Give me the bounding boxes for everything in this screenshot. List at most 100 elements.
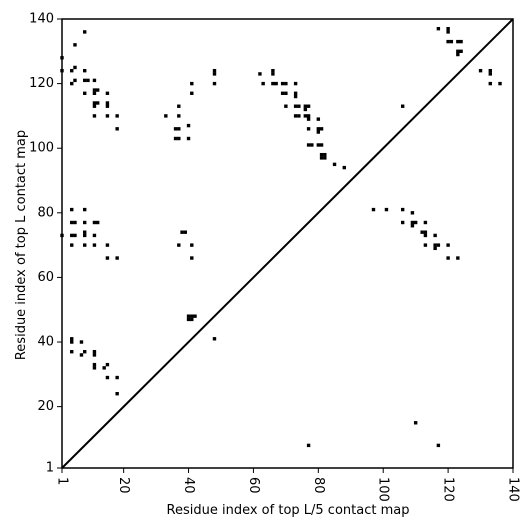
contact-point xyxy=(92,353,97,357)
contact-point xyxy=(86,78,90,83)
contact-point xyxy=(293,81,298,86)
contact-point xyxy=(83,91,87,95)
contact-point xyxy=(459,49,463,54)
contact-point xyxy=(83,230,87,234)
y-tick-label: 1 xyxy=(46,461,54,476)
contact-point xyxy=(316,130,321,134)
contact-point xyxy=(271,81,275,86)
contact-point xyxy=(173,136,178,141)
contact-point xyxy=(70,243,74,247)
contact-point xyxy=(423,233,428,238)
contact-point xyxy=(177,136,181,141)
contact-point xyxy=(105,362,110,367)
contact-point xyxy=(316,143,321,147)
contact-point xyxy=(449,39,454,44)
contact-point xyxy=(83,78,87,83)
contact-point xyxy=(413,421,418,425)
contact-point xyxy=(212,72,217,76)
contact-point xyxy=(73,220,77,225)
contact-point xyxy=(319,127,324,131)
contact-point xyxy=(212,68,217,73)
contact-point xyxy=(83,207,87,212)
contact-point xyxy=(459,39,463,44)
contact-point xyxy=(190,91,194,95)
contact-point xyxy=(433,233,437,238)
contact-point xyxy=(70,207,74,212)
contact-point xyxy=(446,39,450,44)
contact-point xyxy=(488,68,492,73)
x-axis-ticks: 1 20 40 60 80 100 120 140 xyxy=(55,468,521,502)
contact-point xyxy=(488,72,492,76)
contact-point xyxy=(79,340,84,344)
contact-point xyxy=(92,220,97,225)
y-tick-label: 20 xyxy=(37,399,54,414)
contact-point xyxy=(164,114,168,118)
y-tick-label: 80 xyxy=(37,205,54,220)
contact-point xyxy=(92,78,97,83)
contact-point xyxy=(115,375,119,380)
contact-point xyxy=(456,256,460,260)
contact-point xyxy=(177,104,181,108)
contact-point xyxy=(73,233,77,238)
contact-point xyxy=(400,220,405,225)
contact-point xyxy=(319,152,324,157)
contact-point xyxy=(70,81,74,86)
contact-point xyxy=(284,91,288,95)
contact-point xyxy=(70,233,74,238)
contact-point xyxy=(83,220,87,225)
contact-point xyxy=(284,104,288,108)
x-tick-label: 80 xyxy=(311,477,326,494)
contact-point xyxy=(306,104,311,108)
contact-point xyxy=(303,114,308,118)
contact-point xyxy=(261,81,265,86)
contact-point xyxy=(410,211,415,215)
contact-point xyxy=(180,230,184,234)
contact-point xyxy=(115,256,119,260)
contact-point xyxy=(83,243,87,247)
contact-point xyxy=(95,220,100,225)
contact-point xyxy=(102,366,106,370)
contact-point xyxy=(423,230,428,234)
contact-point xyxy=(436,243,441,247)
contact-point xyxy=(488,81,492,86)
contact-point xyxy=(433,246,437,251)
contact-point xyxy=(70,220,74,225)
contact-point xyxy=(319,156,324,160)
contact-point xyxy=(83,350,87,354)
contact-point xyxy=(183,230,187,234)
contact-point xyxy=(423,243,428,247)
contact-point xyxy=(400,207,405,212)
contact-point xyxy=(70,350,74,354)
contact-point xyxy=(303,107,308,112)
contact-point xyxy=(258,72,262,76)
contact-point xyxy=(456,39,460,44)
contact-point xyxy=(193,314,197,318)
x-tick-label: 60 xyxy=(246,477,261,494)
contact-point xyxy=(92,362,97,367)
contact-point xyxy=(280,81,285,86)
contact-point xyxy=(177,127,181,131)
contact-point xyxy=(420,230,424,234)
y-tick-label: 140 xyxy=(29,12,54,27)
x-tick-label: 100 xyxy=(376,477,391,502)
contact-point xyxy=(83,233,87,238)
y-tick-label: 100 xyxy=(29,141,54,156)
contact-point xyxy=(271,72,275,76)
contact-point xyxy=(186,317,191,322)
contact-point xyxy=(105,114,110,118)
contact-point xyxy=(92,233,97,238)
contact-point xyxy=(73,65,77,70)
contact-point xyxy=(92,366,97,370)
y-tick-label: 40 xyxy=(37,335,54,350)
contact-point xyxy=(115,114,119,118)
contact-point xyxy=(190,314,194,318)
contact-point xyxy=(274,81,278,86)
contact-point xyxy=(319,143,324,147)
contact-point xyxy=(105,104,110,108)
contact-point xyxy=(186,123,191,128)
contact-point xyxy=(271,68,275,73)
contact-point xyxy=(186,314,191,318)
contact-point xyxy=(306,127,311,131)
contact-point xyxy=(105,91,110,95)
